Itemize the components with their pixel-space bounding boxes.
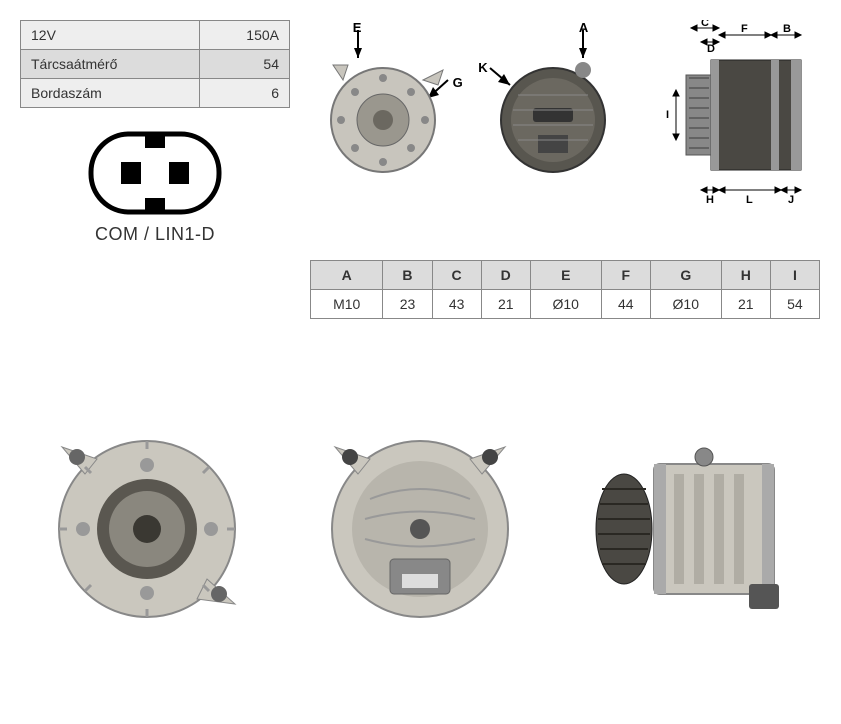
table-row: Bordaszám 6 <box>21 79 290 108</box>
dim-header: G <box>650 261 721 290</box>
spec-label: Bordaszám <box>21 79 200 108</box>
dim-header: E <box>530 261 601 290</box>
alternator-photo-icon <box>584 429 804 629</box>
spec-label: Tárcsaátmérő <box>21 50 200 79</box>
dim-label: I <box>666 109 669 121</box>
diagram-row: E G <box>310 20 821 190</box>
dim-value: 54 <box>770 290 819 319</box>
table-row: 12V 150A <box>21 21 290 50</box>
spec-value: 54 <box>200 50 290 79</box>
dim-label: F <box>741 23 748 35</box>
table-row: M10 23 43 21 Ø10 44 Ø10 21 54 <box>311 290 820 319</box>
dim-label: G <box>453 75 463 90</box>
dim-value: 23 <box>383 290 432 319</box>
dim-header: C <box>432 261 481 290</box>
dim-value: 21 <box>481 290 530 319</box>
dim-label: J <box>788 194 794 206</box>
alternator-rear-icon <box>478 20 628 190</box>
dim-label: B <box>783 23 791 35</box>
spec-value: 6 <box>200 79 290 108</box>
spec-label: 12V <box>21 21 200 50</box>
dim-header: I <box>770 261 819 290</box>
dimension-table-section: A B C D E F G H I M10 23 43 21 Ø10 44 Ø1… <box>310 260 821 319</box>
alternator-photo-icon <box>47 429 247 629</box>
diagram-front: E G <box>310 20 466 190</box>
dim-header: A <box>311 261 383 290</box>
dimension-table: A B C D E F G H I M10 23 43 21 Ø10 44 Ø1… <box>310 260 820 319</box>
dim-value: Ø10 <box>650 290 721 319</box>
dim-label: H <box>706 194 714 206</box>
dim-label: D <box>707 43 715 55</box>
dim-label: C <box>701 20 709 29</box>
dim-label: A <box>579 20 588 35</box>
dim-value: M10 <box>311 290 383 319</box>
dim-value: 21 <box>721 290 770 319</box>
alternator-side-icon: C D F B <box>641 20 821 210</box>
dim-header: H <box>721 261 770 290</box>
connector-diagram: COM / LIN1-D <box>20 128 290 245</box>
product-photo-rear <box>310 419 530 639</box>
dim-value: 44 <box>601 290 650 319</box>
table-row: A B C D E F G H I <box>311 261 820 290</box>
alternator-front-icon <box>313 20 463 190</box>
dim-header: F <box>601 261 650 290</box>
dim-header: B <box>383 261 432 290</box>
diagram-rear: A K <box>476 20 632 190</box>
dim-label: L <box>746 194 753 206</box>
alternator-photo-icon <box>320 429 520 629</box>
dim-label: E <box>353 20 362 35</box>
dim-header: D <box>481 261 530 290</box>
top-section: 12V 150A Tárcsaátmérő 54 Bordaszám 6 COM… <box>20 20 821 245</box>
product-photo-front <box>37 419 257 639</box>
diagram-side: C D F B <box>641 20 821 190</box>
spec-table: 12V 150A Tárcsaátmérő 54 Bordaszám 6 <box>20 20 290 108</box>
dim-value: 43 <box>432 290 481 319</box>
photo-row <box>20 419 821 639</box>
dim-value: Ø10 <box>530 290 601 319</box>
connector-icon <box>85 128 225 218</box>
left-column: 12V 150A Tárcsaátmérő 54 Bordaszám 6 COM… <box>20 20 290 245</box>
table-row: Tárcsaátmérő 54 <box>21 50 290 79</box>
connector-label: COM / LIN1-D <box>20 224 290 245</box>
product-photo-side <box>584 419 804 639</box>
dim-label: K <box>478 60 487 75</box>
spec-value: 150A <box>200 21 290 50</box>
